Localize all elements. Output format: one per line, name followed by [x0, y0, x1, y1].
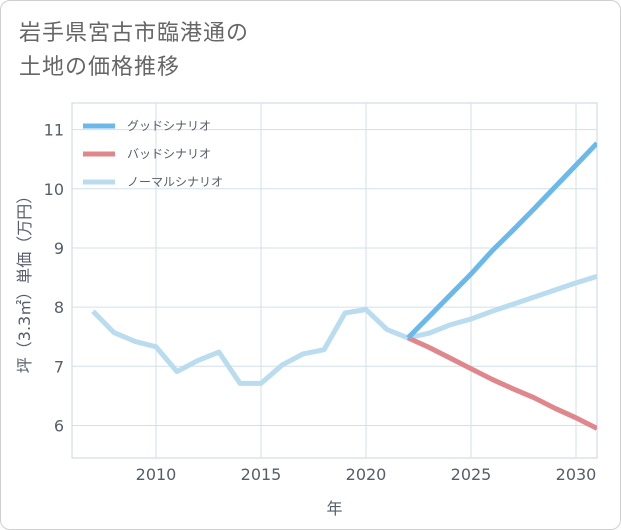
legend-label-good: グッドシナリオ [127, 119, 211, 133]
x-tick-label: 2015 [241, 465, 282, 484]
x-tick-label: 2030 [556, 465, 597, 484]
chart-title-line-1: 岩手県宮古市臨港通の [19, 21, 250, 46]
y-tick-label: 7 [54, 357, 64, 376]
series-line-bad [406, 335, 597, 431]
series-line-good [406, 141, 597, 340]
x-tick-label: 2025 [451, 465, 492, 484]
x-tick-label: 2010 [136, 465, 177, 484]
legend-label-normal: ノーマルシナリオ [127, 175, 223, 189]
y-tick-label: 10 [44, 180, 64, 199]
y-tick-label: 8 [54, 298, 64, 317]
legend-label-bad: バッドシナリオ [127, 147, 211, 161]
series-line-normal [91, 274, 597, 386]
y-axis-title: 坪（3.3㎡）単価（万円） [15, 188, 34, 373]
x-tick-label: 2020 [346, 465, 387, 484]
y-tick-label: 6 [54, 416, 64, 435]
y-tick-label: 11 [44, 121, 64, 140]
chart-title-line-2: 土地の価格推移 [19, 55, 181, 80]
plot-area [71, 102, 598, 459]
x-axis-title: 年 [326, 499, 342, 518]
y-tick-label: 9 [54, 239, 64, 258]
chart-title: 岩手県宮古市臨港通の 土地の価格推移 [19, 17, 439, 85]
